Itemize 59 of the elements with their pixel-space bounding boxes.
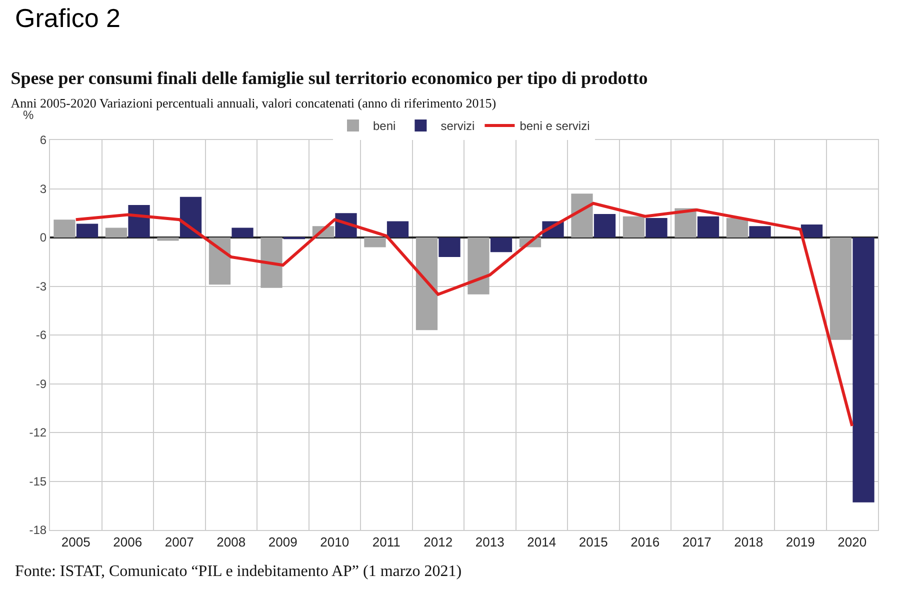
x-tick-label: 2012 [424,534,453,550]
x-tick-label: 2015 [578,534,608,550]
bar [571,194,593,238]
y-tick-label: 3 [40,182,47,196]
x-tick-label: 2010 [320,534,350,550]
chart-title: Spese per consumi finali delle famiglie sul territorio economico per tipo di prodotto [10,68,648,88]
y-tick-label: -18 [29,523,47,538]
text: Grafico 2 [15,3,120,33]
bar [105,228,128,238]
bar [54,220,76,238]
x-tick-label: 2016 [630,534,660,550]
bar [438,238,460,257]
bar [852,238,874,502]
bar [726,218,748,238]
x-tick-label: 2005 [61,534,90,550]
x-tick-label: 2018 [734,534,764,550]
bar [180,196,202,238]
y-tick-label: 6 [40,133,47,148]
bar [830,238,852,340]
bar [76,224,98,238]
bar [468,238,490,294]
bar [157,238,179,241]
bar [128,205,150,238]
y-tick-label: -12 [29,426,47,440]
bar [749,226,771,238]
bar [386,221,409,238]
x-tick-label: 2019 [786,534,815,550]
y-tick-label: -6 [36,328,47,342]
x-tick-label: 2007 [164,534,194,550]
x-tick-label: 2020 [838,534,867,550]
bar [594,214,616,238]
source-note: Fonte: ISTAT, Comunicato “PIL e indebitamento AP” (1 marzo 2021) [15,563,462,580]
y-tick-label: -9 [36,376,47,391]
bar [260,238,282,288]
bar [697,216,720,238]
x-tick-label: 2017 [682,534,712,550]
y-axis-title: % [23,108,34,122]
y-tick-label: 0 [40,230,47,245]
legend-label: servizi [440,119,475,134]
bar [232,228,254,238]
bar [490,238,512,252]
bar [416,238,438,330]
x-tick-label: 2011 [372,534,400,550]
y-tick-label: -15 [29,474,47,488]
bar [364,238,386,248]
x-tick-label: 2009 [268,534,298,550]
x-tick-label: 2014 [527,534,556,550]
legend-label: beni [373,119,396,134]
x-tick-label: 2008 [216,534,246,550]
chart-subtitle: Anni 2005-2020 Variazioni percentuali annuali, valori concatenati (anno di riferimento 2015) [10,95,496,110]
line-series [74,202,854,428]
bar [800,224,823,238]
x-tick-label: 2006 [113,534,142,550]
bar [646,218,668,238]
bar [622,216,645,238]
y-tick-label: -3 [36,279,47,294]
x-tick-label: 2013 [475,534,504,550]
bar [208,238,231,285]
legend-label: beni e servizi [520,119,590,134]
